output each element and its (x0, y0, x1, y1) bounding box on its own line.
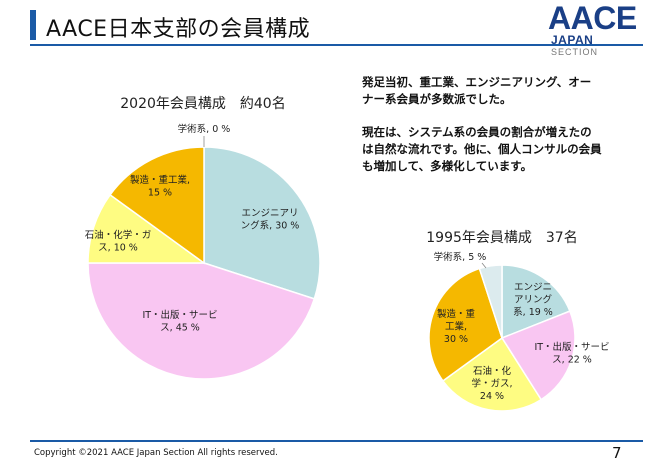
page-number: 7 (612, 444, 622, 462)
slice-labels: 学術系, 0 % エンジニアリング系, 30 % IT・出版・サービス, 45 % 石… (85, 123, 610, 402)
slice-label: 学術系, 5 % (434, 251, 487, 263)
logo-text-japan: JAPAN (551, 33, 594, 47)
aace-japan-logo: AACE JAPAN SECTION (548, 0, 644, 57)
slice-label: IT・出版・サービス, 45 % (142, 309, 217, 334)
slice-label: 製造・重工業, 30 % (437, 308, 476, 345)
pie-slice (203, 146, 321, 300)
page-title: AACE日本支部の会員構成 (46, 17, 311, 42)
slice-label: 製造・重工業, 15 % (130, 174, 190, 199)
slice-label: エンジニアリング系, 30 % (241, 208, 300, 232)
note-founding: 発足当初、重工業、エンジニアリング、オー ナー系会員が多数派でした。 (362, 75, 592, 106)
header-divider (30, 44, 643, 46)
slice-label: IT・出版・サービス, 22 % (534, 341, 609, 366)
logo-text-section: SECTION (551, 47, 599, 57)
pie-slice (87, 262, 316, 380)
pie-slice (87, 193, 207, 264)
chart-2020-title: 2020年会員構成 約40名 (120, 96, 285, 112)
pie-1995 (428, 264, 576, 412)
logo-text-aace: AACE (548, 0, 637, 36)
pie-2020 (87, 146, 321, 380)
note-current: 現在は、システム系の会員の割合が増えたの は自然な流れです。他に、個人コンサルの… (362, 125, 602, 173)
chart-1995-title: 1995年会員構成 37名 (426, 230, 577, 246)
pie-slice (109, 146, 205, 265)
pie-slice (500, 310, 576, 401)
slice-label: 石油・化学・ガス, 10 % (85, 229, 152, 254)
pie-slice (441, 336, 543, 412)
copyright-text: Copyright ©2021 AACE Japan Section All r… (34, 448, 278, 458)
pie-slice (428, 267, 503, 382)
title-accent-bar (30, 10, 36, 40)
slice-label: 学術系, 0 % (178, 123, 231, 135)
footer-divider (30, 440, 643, 442)
label-leader-line (481, 262, 487, 269)
pie-slice (501, 264, 571, 340)
pie-slice (478, 264, 503, 339)
slice-label: 石油・化学・ガス, 24 % (471, 365, 512, 402)
slice-label: エンジニアリング系, 19 % (513, 282, 553, 318)
